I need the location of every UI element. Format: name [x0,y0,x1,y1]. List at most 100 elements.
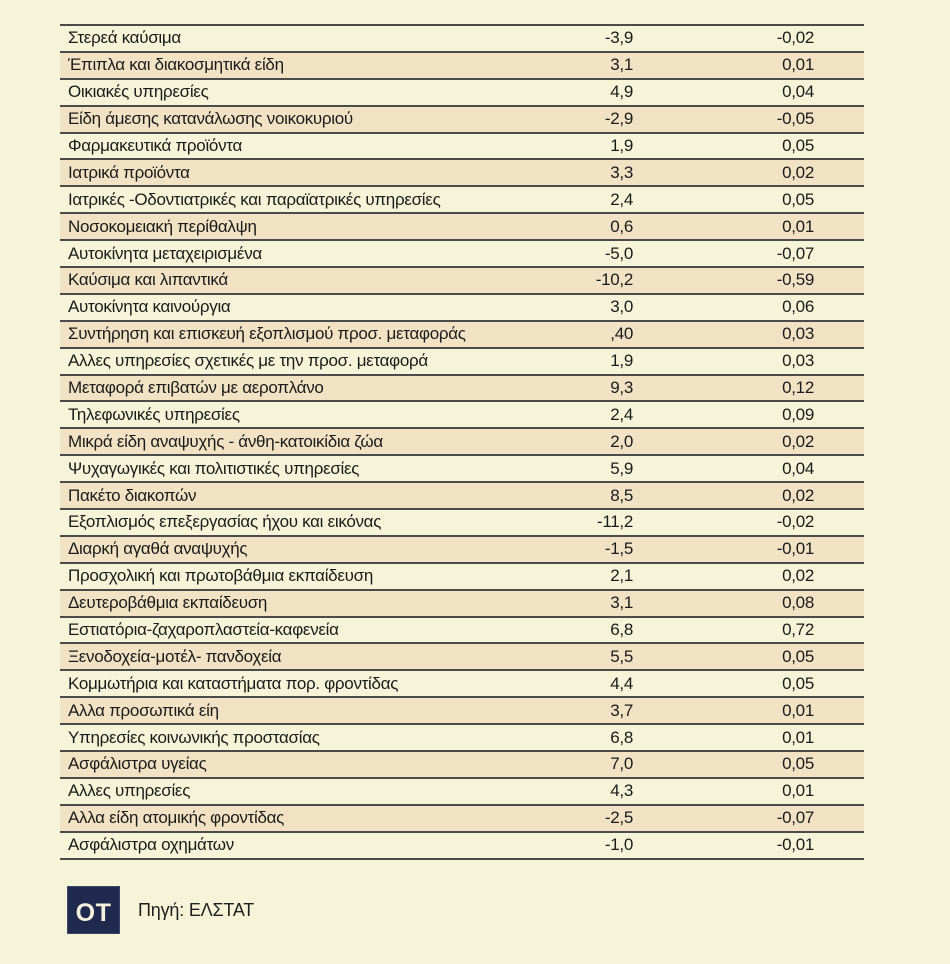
contribution-cell: 0,05 [782,646,814,666]
contribution-cell: -0,05 [776,109,815,129]
contribution-cell: 0,72 [782,620,814,640]
category-cell: Εστιατόρια-ζαχαροπλαστεία-καφενεία [68,620,339,640]
table-row: Αυτοκίνητα καινούργια 3,0 0,06 [60,294,864,322]
table-row: Πακέτο διακοπών 8,5 0,02 [60,483,864,511]
contribution-cell: 0,01 [782,55,814,75]
pct-change-cell: 2,4 [610,404,633,424]
pct-change-cell: 0,6 [610,216,633,236]
pct-change-cell: 3,7 [610,700,633,720]
table-row: Στερεά καύσιμα -3,9 -0,02 [60,26,864,53]
pct-change-cell: -10,2 [595,270,634,290]
contribution-cell: -0,07 [776,808,815,828]
ot-logo: OT [67,886,120,934]
contribution-cell: 0,01 [782,700,814,720]
table-row: Ψυχαγωγικές και πολιτιστικές υπηρεσίες 5,… [60,456,864,484]
pct-change-cell: 3,1 [610,593,633,613]
contribution-cell: 0,05 [782,754,814,774]
pct-change-cell: 4,3 [610,781,633,801]
category-cell: Οικιακές υπηρεσίες [68,82,209,102]
footer: OT Πηγή: ΕΛΣΤΑΤ [0,886,950,934]
category-cell: Ψυχαγωγικές και πολιτιστικές υπηρεσίες [68,458,360,478]
category-cell: Αλλες υπηρεσίες σχετικές με την προσ. με… [68,351,428,371]
table-row: Νοσοκομειακή περίθαλψη 0,6 0,01 [60,214,864,242]
category-cell: Πακέτο διακοπών [68,485,197,505]
category-cell: Διαρκή αγαθά αναψυχής [68,539,248,559]
table-row: Φαρμακευτικά προϊόντα 1,9 0,05 [60,133,864,161]
table-row: Αλλες υπηρεσίες σχετικές με την προσ. με… [60,348,864,376]
contribution-cell: 0,09 [782,404,814,424]
category-cell: Συντήρηση και επισκευή εξοπλισμού προσ. … [68,324,466,344]
pct-change-cell: 8,5 [610,485,633,505]
category-cell: Προσχολική και πρωτοβάθμια εκπαίδευση [68,566,373,586]
pct-change-cell: -2,9 [604,109,633,129]
table-row: Ασφάλιστρα οχημάτων -1,0 -0,01 [60,832,864,860]
table-row: Μικρά είδη αναψυχής - άνθη-κατοικίδια ζώ… [60,429,864,457]
pct-change-cell: -5,0 [604,243,633,263]
category-cell: Φαρμακευτικά προϊόντα [68,136,242,155]
data-table: Στερεά καύσιμα -3,9 -0,02 Έπιπλα και διακοσ… [60,24,864,860]
contribution-cell: 0,05 [782,136,814,155]
category-cell: Ασφάλιστρα υγείας [68,754,207,774]
table-row: Είδη άμεσης κατανάλωσης νοικοκυριού -2,9 -… [60,106,864,134]
category-cell: Ιατρικά προϊόντα [68,162,190,182]
table-row: Αυτοκίνητα μεταχειρισμένα -5,0 -0,07 [60,241,864,269]
contribution-cell: -0,02 [776,512,815,532]
pct-change-cell: 3,0 [610,297,633,317]
category-cell: Νοσοκομειακή περίθαλψη [68,216,257,236]
category-cell: Στερεά καύσιμα [68,28,181,48]
table-row: Έπιπλα και διακοσμητικά είδη 3,1 0,01 [60,52,864,80]
pct-change-cell: 3,1 [610,55,633,75]
table-row: Καύσιμα και λιπαντικά -10,2 -0,59 [60,268,864,295]
pct-change-cell: ,40 [610,324,633,344]
table-row: Προσχολική και πρωτοβάθμια εκπαίδευση 2,1… [60,563,864,591]
category-cell: Έπιπλα και διακοσμητικά είδη [68,55,284,75]
contribution-cell: 0,04 [782,82,814,102]
contribution-cell: 0,06 [782,297,814,317]
category-cell: Ασφάλιστρα οχημάτων [68,835,234,855]
category-cell: Εξοπλισμός επεξεργασίας ήχου και εικόνας [68,512,382,532]
pct-change-cell: 6,8 [610,620,633,640]
table-row: Εστιατόρια-ζαχαροπλαστεία-καφενεία 6,8 0,7… [60,617,864,645]
table-row: Μεταφορά επιβατών με αεροπλάνο 9,3 0,12 [60,375,864,403]
contribution-cell: 0,02 [782,162,814,182]
contribution-cell: 0,01 [782,216,814,236]
contribution-cell: -0,01 [776,835,815,855]
table-row: Αλλα είδη ατομικής φροντίδας -2,5 -0,07 [60,805,864,833]
contribution-cell: 0,12 [782,378,814,398]
pct-change-cell: 1,9 [610,136,633,155]
pct-change-cell: 3,3 [610,162,633,182]
category-cell: Αλλα προσωπικά είη [68,700,219,720]
contribution-cell: -0,01 [776,539,815,559]
table-row: Κομμωτήρια και καταστήματα πορ. φροντίδα… [60,671,864,699]
category-cell: Αλλα είδη ατομικής φροντίδας [68,808,285,828]
pct-change-cell: 5,5 [610,646,633,666]
table-row: Ξενοδοχεία-μοτέλ- πανδοχεία 5,5 0,05 [60,644,864,672]
category-cell: Κομμωτήρια και καταστήματα πορ. φροντίδα… [68,673,399,693]
category-cell: Αυτοκίνητα μεταχειρισμένα [68,243,262,263]
table-row: Υπηρεσίες κοινωνικής προστασίας 6,8 0,01 [60,725,864,753]
pct-change-cell: 4,9 [610,82,633,102]
table-row: Ιατρικά προϊόντα 3,3 0,02 [60,160,864,188]
contribution-cell: -0,59 [776,270,815,290]
contribution-cell: 0,04 [782,458,814,478]
pct-change-cell: 5,9 [610,458,633,478]
category-cell: Καύσιμα και λιπαντικά [68,270,228,290]
source-label: Πηγή: ΕΛΣΤΑΤ [138,886,254,934]
table-row: Εξοπλισμός επεξεργασίας ήχου και εικόνας… [60,510,864,537]
category-cell: Μεταφορά επιβατών με αεροπλάνο [68,378,324,398]
contribution-cell: 0,01 [782,781,814,801]
table-row: Ιατρικές -Οδοντιατρικές και παραϊατρικές… [60,187,864,215]
table-row: Ασφάλιστρα υγείας 7,0 0,05 [60,752,864,779]
contribution-cell: 0,05 [782,189,814,209]
category-cell: Είδη άμεσης κατανάλωσης νοικοκυριού [68,109,353,129]
pct-change-cell: -1,5 [604,539,633,559]
table-row: Συντήρηση και επισκευή εξοπλισμού προσ. … [60,321,864,349]
contribution-cell: 0,03 [782,351,814,371]
contribution-cell: 0,08 [782,593,814,613]
table-row: Αλλες υπηρεσίες 4,3 0,01 [60,778,864,806]
ot-logo-text: OT [75,899,112,927]
pct-change-cell: 4,4 [610,673,633,693]
table-row: Τηλεφωνικές υπηρεσίες 2,4 0,09 [60,402,864,430]
category-cell: Υπηρεσίες κοινωνικής προστασίας [68,727,320,747]
